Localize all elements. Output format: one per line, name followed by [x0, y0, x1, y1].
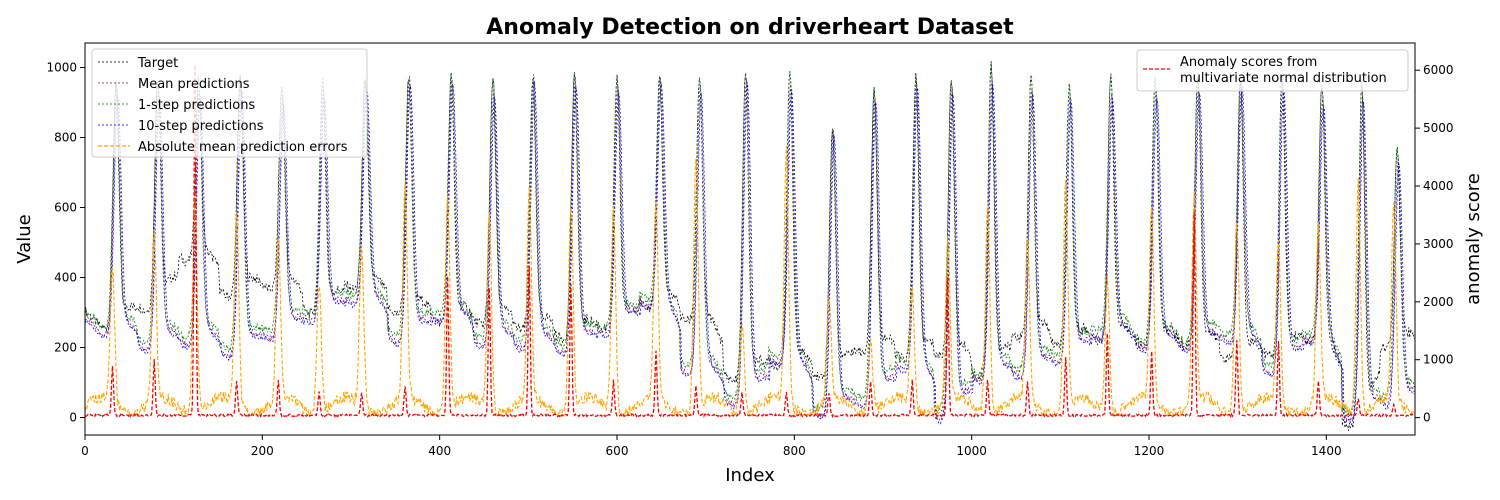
- x-tick-label: 1400: [1311, 444, 1342, 458]
- legend-right-label: multivariate normal distribution: [1180, 71, 1387, 86]
- legend-left-label: Target: [137, 56, 178, 71]
- series-1-step-predictions: [84, 61, 1415, 416]
- y2-tick-label: 0: [1423, 411, 1431, 425]
- y2-tick-label: 5000: [1423, 121, 1454, 135]
- y2-axis-title: anomaly score: [1463, 173, 1484, 305]
- y-tick-label: 200: [54, 341, 77, 355]
- chart-title: Anomaly Detection on driverheart Dataset: [486, 15, 1014, 40]
- y2-tick-label: 3000: [1423, 237, 1454, 251]
- y-tick-label: 600: [54, 201, 77, 215]
- legend-left-label: Mean predictions: [138, 77, 250, 92]
- x-tick-label: 1000: [956, 444, 987, 458]
- y-tick-label: 400: [54, 271, 77, 285]
- legend-left: Target Mean predictions 1-step predictions…: [91, 48, 368, 158]
- x-tick-label: 0: [81, 444, 89, 458]
- plot-frame: [84, 42, 1416, 436]
- x-tick-label: 1200: [1134, 444, 1165, 458]
- x-axis-title: Index: [725, 465, 775, 486]
- y-axis-right: 0 1000 2000 3000 4000 5000 6000: [1415, 63, 1454, 425]
- y-tick-label: 800: [54, 131, 77, 145]
- legend-right-label: Anomaly scores from: [1180, 55, 1317, 70]
- legend-right-box: [1136, 49, 1409, 92]
- legend-left-label: 1-step predictions: [138, 98, 255, 113]
- series-absolute-mean-prediction-errors: [84, 145, 1415, 418]
- plot-area: [84, 61, 1415, 431]
- y-axis-title: Value: [14, 214, 35, 263]
- y-tick-label: 1000: [46, 61, 77, 75]
- y-tick-label: 0: [69, 411, 77, 425]
- legend-left-label: 10-step predictions: [138, 119, 264, 134]
- series-anomaly-scores: [84, 64, 1415, 419]
- y2-tick-label: 4000: [1423, 179, 1454, 193]
- legend-left-label: Absolute mean prediction errors: [138, 140, 348, 155]
- x-tick-label: 600: [606, 444, 629, 458]
- x-tick-label: 400: [428, 444, 451, 458]
- y2-tick-label: 1000: [1423, 353, 1454, 367]
- legend-left-box: [91, 48, 368, 158]
- x-tick-label: 200: [251, 444, 274, 458]
- x-tick-label: 800: [783, 444, 806, 458]
- y-axis-left: 0 200 400 600 800 1000: [46, 61, 85, 425]
- x-axis: 0 200 400 600 800 1000 1200 1400: [81, 435, 1342, 458]
- y2-tick-label: 6000: [1423, 63, 1454, 77]
- y2-tick-label: 2000: [1423, 295, 1454, 309]
